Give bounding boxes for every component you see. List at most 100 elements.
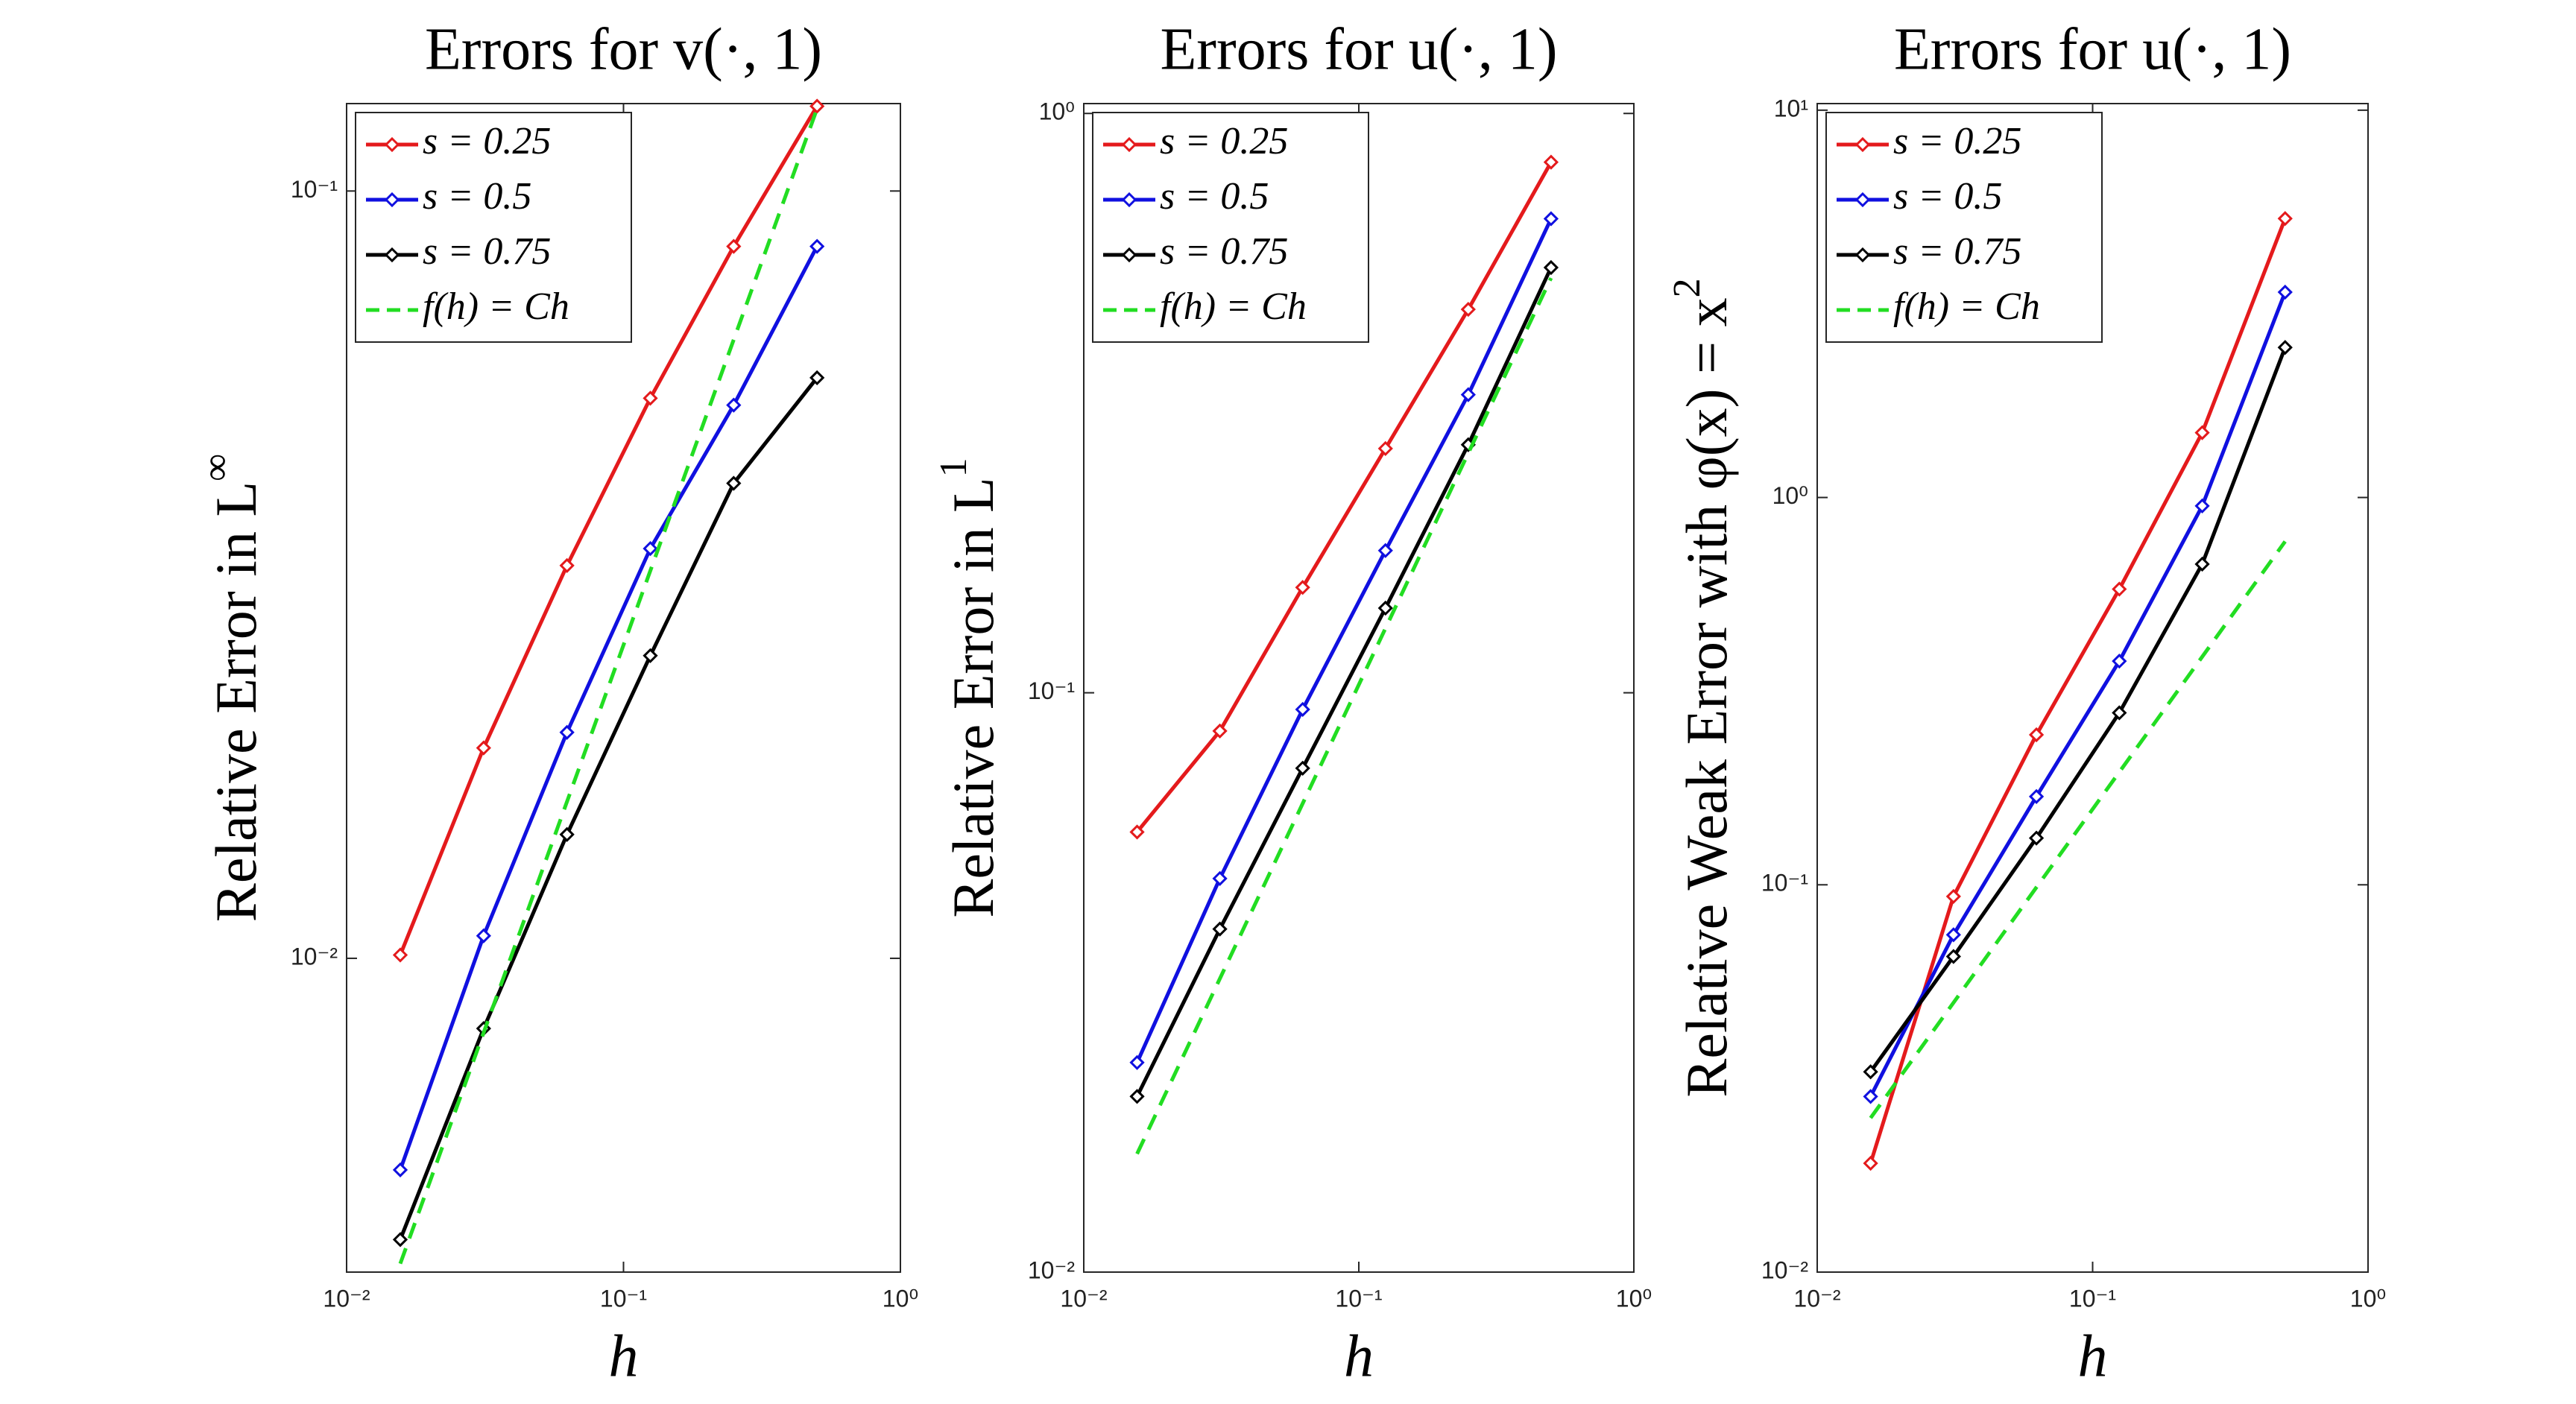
series-line xyxy=(1869,347,2288,1073)
y-axis-label-sup: ∞ xyxy=(195,454,238,481)
series-line xyxy=(1869,540,2287,1119)
x-axis-label: h xyxy=(2078,1324,2108,1389)
x-tick-label: 10⁻² xyxy=(1060,1285,1107,1312)
y-tick-label: 10⁻² xyxy=(1761,1256,1808,1283)
marker xyxy=(643,648,658,663)
legend-label: s = 0.25 xyxy=(1160,120,1288,162)
legend-label: s = 0.5 xyxy=(1160,175,1269,218)
x-tick-label: 10⁻¹ xyxy=(2069,1285,2116,1312)
marker xyxy=(1212,921,1228,937)
legend-box xyxy=(1092,112,1369,343)
panel: 10⁻² 10⁻¹ 10⁰ 10⁻² 10⁻¹ 10⁰ Errors for u(·, 1)… xyxy=(932,16,1652,1389)
x-tick-label: 10⁻¹ xyxy=(600,1285,647,1312)
panel: 10⁻² 10⁻¹ 10⁰ 10⁻² 10⁻¹ Errors for v(·, 1) h Re… xyxy=(195,16,918,1389)
y-axis-label-text: Relative Error in L xyxy=(203,481,268,922)
x-tick-label: 10⁻¹ xyxy=(1335,1285,1382,1312)
chart-title: Errors for u(·, 1) xyxy=(1894,16,2291,82)
marker xyxy=(726,475,742,491)
series-line xyxy=(398,376,819,1241)
marker xyxy=(2112,581,2127,597)
marker xyxy=(2028,830,2045,846)
y-axis-label: Relative Error in L1 xyxy=(932,458,1006,917)
marker xyxy=(1945,949,1961,964)
marker xyxy=(2112,705,2127,721)
series-line xyxy=(398,245,819,1171)
marker xyxy=(2028,727,2045,743)
series-line xyxy=(398,105,819,956)
marker xyxy=(1863,1089,1878,1104)
marker xyxy=(2194,556,2210,572)
marker xyxy=(2277,284,2293,300)
marker xyxy=(1945,927,1961,943)
marker xyxy=(1543,211,1559,227)
legend-label: s = 0.75 xyxy=(423,230,551,273)
legend-marker xyxy=(1121,192,1137,208)
y-tick-label: 10¹ xyxy=(1774,95,1808,121)
series-line xyxy=(398,108,819,1265)
marker xyxy=(1212,870,1228,886)
x-tick-label: 10⁻² xyxy=(323,1285,370,1312)
legend-label: s = 0.25 xyxy=(423,120,551,162)
series-line xyxy=(1869,218,2288,1164)
marker xyxy=(1863,1064,1878,1080)
legend-label: s = 0.75 xyxy=(1160,230,1288,273)
y-axis-label-text: Relative Weak Error with φ(x) = x xyxy=(1674,297,1739,1097)
legend-label: s = 0.75 xyxy=(1893,230,2021,273)
marker xyxy=(392,1162,408,1177)
y-axis-label-text: Relative Error in L xyxy=(941,477,1006,917)
chart-title: Errors for v(·, 1) xyxy=(425,16,822,82)
legend-marker xyxy=(1854,192,1871,208)
panel: 10⁻² 10⁻¹ 10⁰ 10⁻² 10⁻¹ 10⁰ 10¹ Errors for u(·,… xyxy=(1666,16,2386,1389)
marker xyxy=(559,826,575,842)
y-tick-label: 10⁰ xyxy=(1039,98,1075,125)
legend-marker xyxy=(1854,136,1871,153)
legend-marker xyxy=(384,136,400,153)
marker xyxy=(809,98,825,114)
marker xyxy=(1945,888,1961,905)
marker xyxy=(476,740,491,756)
marker xyxy=(1543,154,1559,170)
legend-marker xyxy=(384,192,400,208)
legend-box xyxy=(355,112,632,343)
legend-label: s = 0.25 xyxy=(1893,120,2021,162)
marker xyxy=(2194,498,2210,514)
marker xyxy=(1295,580,1310,595)
marker xyxy=(559,724,575,740)
chart-title: Errors for u(·, 1) xyxy=(1160,16,1557,82)
marker xyxy=(1460,387,1476,402)
legend-marker xyxy=(1854,247,1871,263)
marker xyxy=(726,397,742,413)
marker xyxy=(1377,600,1393,616)
legend-label: s = 0.5 xyxy=(1893,175,2002,218)
x-tick-label: 10⁰ xyxy=(2350,1285,2386,1312)
legend-label: f(h) = Ch xyxy=(1893,285,2040,328)
marker xyxy=(2277,340,2293,355)
series-line xyxy=(1135,161,1553,834)
series-line xyxy=(1135,266,1553,1098)
legend-label: f(h) = Ch xyxy=(1160,285,1307,328)
y-tick-label: 10⁻¹ xyxy=(291,176,338,203)
marker xyxy=(392,947,408,963)
marker xyxy=(476,928,491,943)
marker xyxy=(1377,543,1393,558)
legend-label: f(h) = Ch xyxy=(423,285,569,328)
y-tick-label: 10⁻¹ xyxy=(1028,677,1075,704)
marker xyxy=(1543,259,1559,276)
marker xyxy=(392,1232,408,1248)
y-tick-label: 10⁻¹ xyxy=(1761,870,1808,897)
marker xyxy=(1212,723,1228,739)
marker xyxy=(2194,425,2210,440)
x-axis-label: h xyxy=(609,1324,639,1389)
marker xyxy=(1129,824,1145,840)
marker xyxy=(2112,654,2127,669)
marker xyxy=(1863,1155,1878,1171)
marker xyxy=(1377,440,1393,456)
marker xyxy=(1295,760,1310,776)
marker xyxy=(643,390,658,406)
marker xyxy=(1460,302,1476,317)
marker xyxy=(2028,788,2045,804)
series-line xyxy=(1135,218,1553,1063)
marker xyxy=(643,540,658,557)
marker xyxy=(1129,1054,1145,1070)
